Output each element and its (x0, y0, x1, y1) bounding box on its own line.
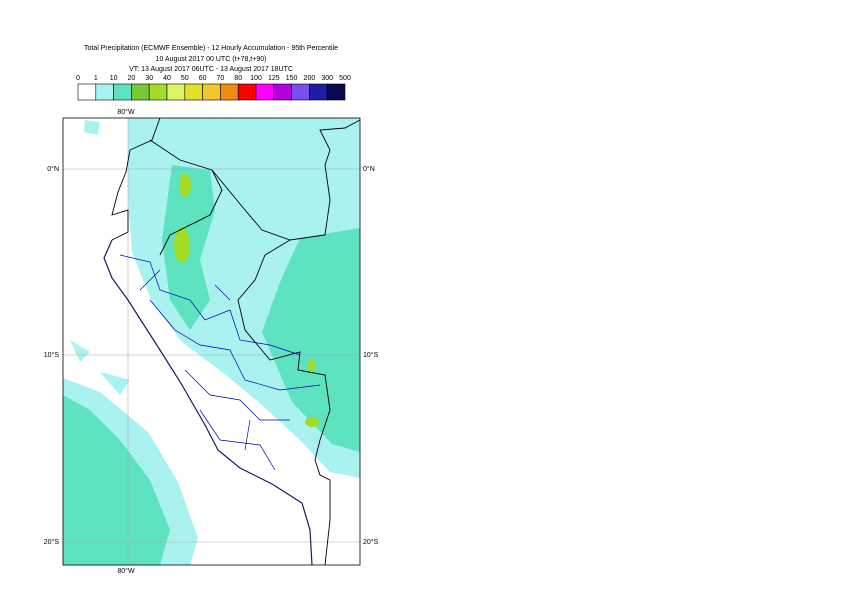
colorbar-box (202, 83, 221, 101)
colorbar-label: 50 (181, 75, 189, 82)
colorbar-label: 150 (286, 75, 298, 82)
colorbar-label: 40 (163, 75, 171, 82)
colorbar-label: 70 (217, 75, 225, 82)
colorbar-label: 300 (321, 75, 333, 82)
precip-heavy (305, 417, 319, 427)
colorbar-label: 10 (110, 75, 118, 82)
colorbar-box (255, 83, 275, 101)
colorbar-label: 500 (339, 75, 351, 82)
colorbar-box (148, 83, 168, 101)
lat-label: 10°S (363, 351, 379, 359)
colorbar: 0 1 10 20 30 40 50 60 70 80 100 125 150 200 300 500 (76, 75, 351, 101)
country-borders (111, 118, 360, 565)
coastline (103, 239, 313, 565)
colorbar-box (326, 83, 346, 101)
regions (119, 254, 321, 471)
colorbar-box (220, 83, 239, 101)
colorbar-label: 80 (234, 75, 242, 82)
colorbar-label: 100 (250, 75, 262, 82)
colorbar-box (131, 83, 150, 101)
valid-time: VT: 13 August 2017 06UTC - 13 August 201… (129, 66, 293, 73)
colorbar-label: 125 (268, 75, 280, 82)
precip-heavy (174, 227, 190, 263)
colorbar-label: 1 (94, 75, 98, 82)
colorbar-label: 0 (76, 75, 80, 82)
colorbar-box (77, 83, 97, 101)
precip-moderate (262, 228, 360, 452)
title: Total Precipitation (ECMWF Ensemble) - 1… (84, 45, 338, 52)
colorbar-box (273, 83, 292, 101)
precip-heavy (308, 359, 316, 371)
colorbar-box (113, 83, 132, 101)
map: 80°W 80°W 0°N 10°S 20°S 0°N 10°S 20°S (44, 108, 379, 575)
lat-label: 10°S (44, 351, 60, 359)
colorbar-label: 30 (145, 75, 153, 82)
colorbar-box (237, 83, 257, 101)
lat-label: 20°S (363, 538, 379, 546)
lon-label: 80°W (117, 108, 135, 116)
subtitle: 10 August 2017 00 UTC (t+78,t+90) (156, 56, 267, 63)
precip-moderate-ocean (63, 395, 170, 565)
colorbar-label: 20 (128, 75, 136, 82)
colorbar-box (309, 83, 328, 101)
colorbar-box (95, 83, 114, 101)
colorbar-label: 60 (199, 75, 207, 82)
colorbar-box (166, 83, 186, 101)
colorbar-label: 200 (304, 75, 316, 82)
lat-label: 0°N (47, 165, 59, 173)
lat-label: 20°S (44, 538, 60, 546)
colorbar-box (291, 83, 310, 101)
colorbar-box (184, 83, 203, 101)
precip-heavy (179, 173, 191, 197)
lon-label: 80°W (117, 567, 135, 575)
lat-label: 0°N (363, 165, 375, 173)
